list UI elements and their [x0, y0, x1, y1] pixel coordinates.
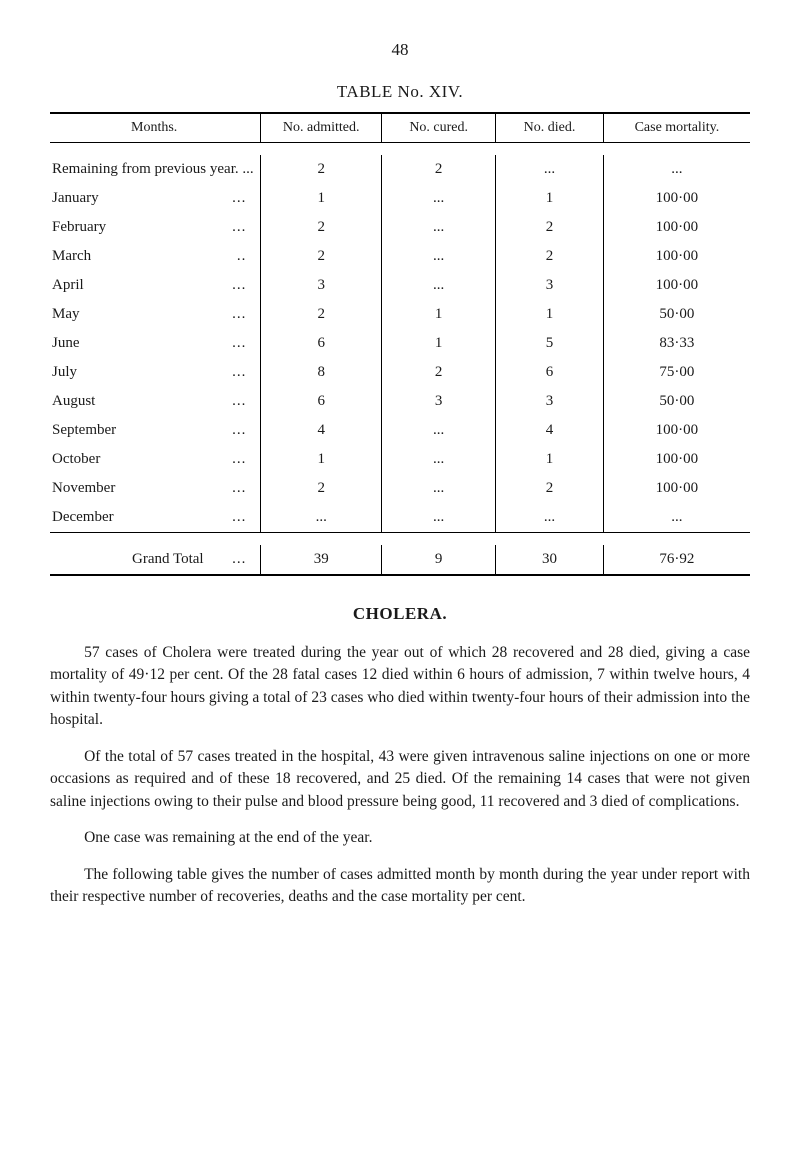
cell: 9 — [382, 545, 496, 574]
table-row: November...2...2100·00 — [50, 474, 750, 503]
cell: 100·00 — [603, 474, 750, 503]
table-row: March..2...2100·00 — [50, 242, 750, 271]
paragraph-3: One case was remaining at the end of the… — [50, 827, 750, 849]
cell: 100·00 — [603, 445, 750, 474]
table-header-row: Months. No. admitted. No. cured. No. die… — [50, 114, 750, 143]
cell: 6 — [261, 387, 382, 416]
cell: 76·92 — [603, 545, 750, 574]
bottom-rule — [50, 574, 750, 576]
table-row: July...82675·00 — [50, 358, 750, 387]
cell: ... — [382, 242, 496, 271]
cell: 30 — [496, 545, 604, 574]
cell: 1 — [261, 445, 382, 474]
col-cured: No. cured. — [382, 114, 496, 143]
month-cell: May... — [50, 300, 261, 329]
cell: ... — [382, 271, 496, 300]
cell: 83·33 — [603, 329, 750, 358]
cell: 6 — [496, 358, 604, 387]
cell: ... — [382, 416, 496, 445]
cell: ... — [382, 445, 496, 474]
cell: 50·00 — [603, 300, 750, 329]
month-cell: January... — [50, 184, 261, 213]
table-row: Remaining from previous year. ...22.....… — [50, 155, 750, 184]
table-row: December............... — [50, 503, 750, 533]
cell: 100·00 — [603, 184, 750, 213]
paragraph-4: The following table gives the number of … — [50, 864, 750, 909]
cell: 3 — [382, 387, 496, 416]
cell: ... — [496, 503, 604, 533]
cell: 8 — [261, 358, 382, 387]
cell: 2 — [261, 300, 382, 329]
table-row: September...4...4100·00 — [50, 416, 750, 445]
cell: 6 — [261, 329, 382, 358]
cell: 1 — [496, 300, 604, 329]
cell: ... — [496, 155, 604, 184]
cholera-heading: CHOLERA. — [50, 604, 750, 624]
month-cell: November... — [50, 474, 261, 503]
cell: 2 — [382, 155, 496, 184]
cell: 5 — [496, 329, 604, 358]
col-months: Months. — [50, 114, 261, 143]
cell: 4 — [261, 416, 382, 445]
month-cell: August... — [50, 387, 261, 416]
cell: 2 — [261, 474, 382, 503]
cell: ... — [603, 155, 750, 184]
mortality-table: Months. No. admitted. No. cured. No. die… — [50, 114, 750, 574]
month-cell: February... — [50, 213, 261, 242]
cell: 100·00 — [603, 271, 750, 300]
table-row: October...1...1100·00 — [50, 445, 750, 474]
cell: 3 — [496, 387, 604, 416]
cell: ... — [382, 184, 496, 213]
month-cell: September... — [50, 416, 261, 445]
cell: ... — [603, 503, 750, 533]
month-cell: March.. — [50, 242, 261, 271]
cell: 2 — [496, 242, 604, 271]
cell: ... — [382, 474, 496, 503]
page-number: 48 — [50, 40, 750, 60]
col-case-mortality: Case mortality. — [603, 114, 750, 143]
cell: ... — [382, 503, 496, 533]
cell: 39 — [261, 545, 382, 574]
cell: 100·00 — [603, 213, 750, 242]
cell: 1 — [261, 184, 382, 213]
cell: 2 — [382, 358, 496, 387]
cell: 3 — [261, 271, 382, 300]
month-cell: April... — [50, 271, 261, 300]
cell: 4 — [496, 416, 604, 445]
paragraph-2: Of the total of 57 cases treated in the … — [50, 746, 750, 813]
cell: 3 — [496, 271, 604, 300]
grand-total-row: Grand Total...3993076·92 — [50, 545, 750, 574]
cell: 1 — [382, 300, 496, 329]
table-row: February...2...2100·00 — [50, 213, 750, 242]
month-cell: Remaining from previous year. ... — [50, 155, 261, 184]
cell: 1 — [496, 445, 604, 474]
cell: 2 — [496, 474, 604, 503]
month-cell: June... — [50, 329, 261, 358]
grand-total-label: Grand Total... — [50, 545, 261, 574]
cell: ... — [382, 213, 496, 242]
cell: 100·00 — [603, 416, 750, 445]
table-row: April...3...3100·00 — [50, 271, 750, 300]
month-cell: October... — [50, 445, 261, 474]
month-cell: July... — [50, 358, 261, 387]
table-title: TABLE No. XIV. — [50, 82, 750, 102]
table-row: June...61583·33 — [50, 329, 750, 358]
cell: 75·00 — [603, 358, 750, 387]
cell: 1 — [496, 184, 604, 213]
cell: 2 — [261, 213, 382, 242]
cell: 100·00 — [603, 242, 750, 271]
table-row: August...63350·00 — [50, 387, 750, 416]
cell: 2 — [261, 242, 382, 271]
col-died: No. died. — [496, 114, 604, 143]
cell: 2 — [261, 155, 382, 184]
cell: ... — [261, 503, 382, 533]
table-row: January...1...1100·00 — [50, 184, 750, 213]
month-cell: December... — [50, 503, 261, 533]
cell: 1 — [382, 329, 496, 358]
col-admitted: No. admitted. — [261, 114, 382, 143]
cell: 2 — [496, 213, 604, 242]
table-row: May...21150·00 — [50, 300, 750, 329]
paragraph-1: 57 cases of Cholera were treated during … — [50, 642, 750, 732]
cell: 50·00 — [603, 387, 750, 416]
